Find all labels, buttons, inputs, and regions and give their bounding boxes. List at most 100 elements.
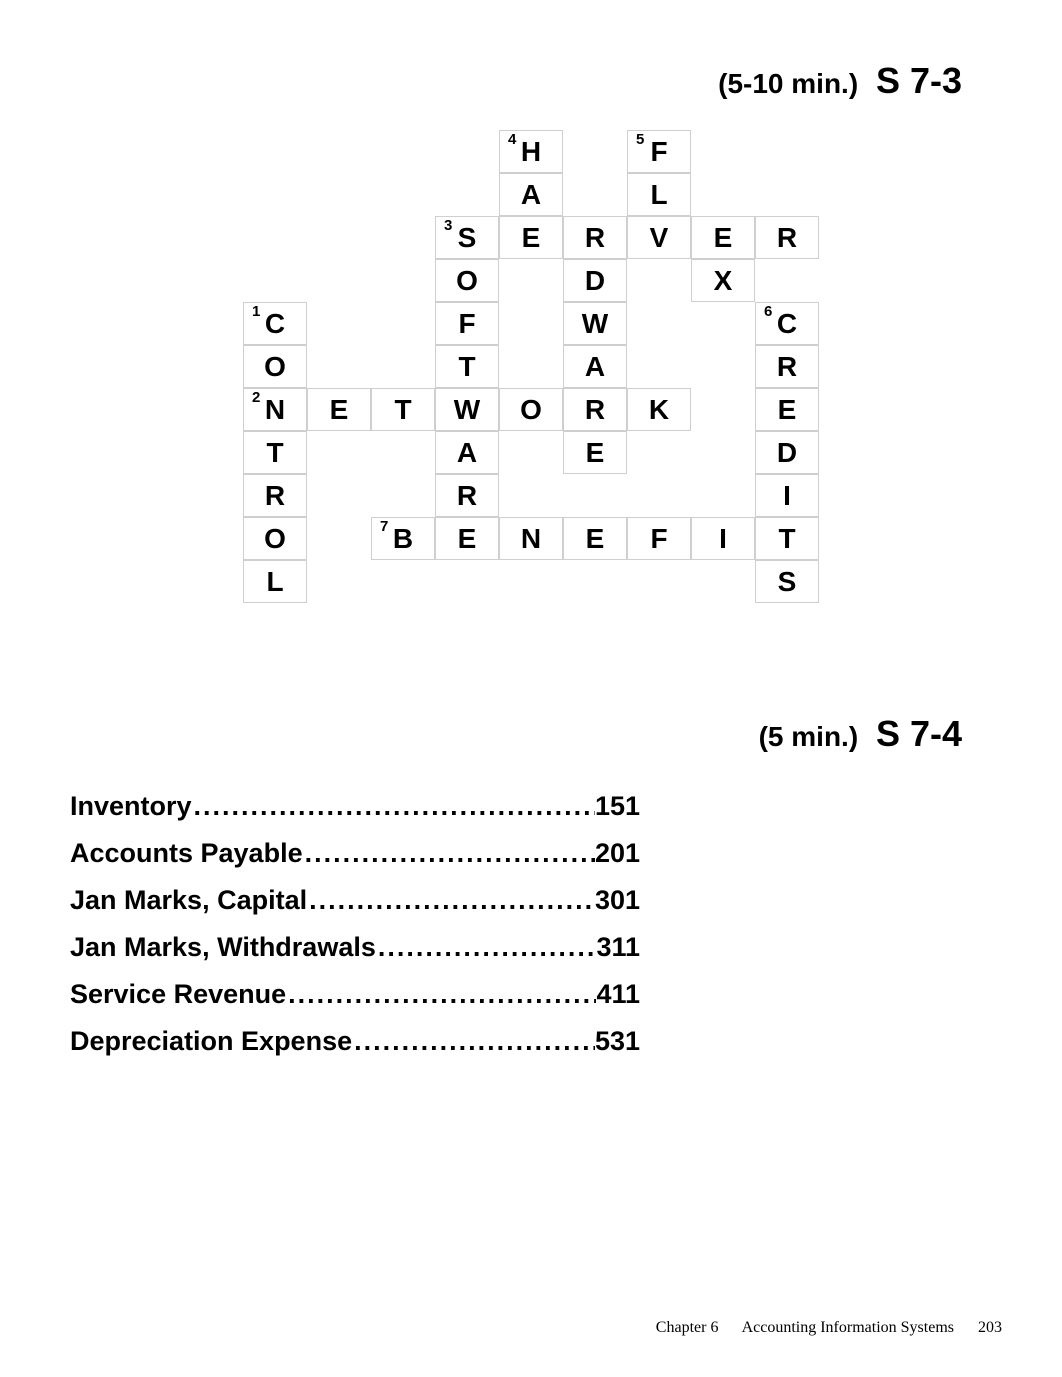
crossword-grid: 4H5FAL3SERVERODX1CFW6COTAR2NETWORKETAEDR… <box>243 130 819 603</box>
crossword-cell-number: 3 <box>444 218 452 233</box>
crossword-cell <box>371 474 435 517</box>
crossword-cell <box>243 216 307 259</box>
crossword-cell-letter: T <box>266 439 283 467</box>
crossword-cell: R <box>435 474 499 517</box>
crossword-cell <box>691 130 755 173</box>
crossword-cell <box>371 345 435 388</box>
crossword-cell-letter: A <box>457 439 477 467</box>
crossword-cell: R <box>755 345 819 388</box>
crossword-cell-letter: S <box>458 224 477 252</box>
list-item-label: Accounts Payable <box>70 830 303 877</box>
crossword-cell: I <box>755 474 819 517</box>
crossword-cell: A <box>563 345 627 388</box>
crossword-cell-letter: O <box>520 396 542 424</box>
crossword-cell: E <box>307 388 371 431</box>
list-item-number: 201 <box>595 830 640 877</box>
crossword-cell-letter: T <box>778 525 795 553</box>
crossword-cell-letter: T <box>394 396 411 424</box>
crossword-cell: 1C <box>243 302 307 345</box>
crossword-cell: W <box>563 302 627 345</box>
account-list: Inventory...............................… <box>60 783 640 1065</box>
crossword-cell: K <box>627 388 691 431</box>
crossword-cell-letter: V <box>650 224 669 252</box>
crossword-cell: V <box>627 216 691 259</box>
crossword-cell: T <box>243 431 307 474</box>
crossword-cell: T <box>755 517 819 560</box>
crossword-cell-letter: E <box>778 396 797 424</box>
crossword-cell-letter: F <box>650 138 667 166</box>
crossword-cell: R <box>563 216 627 259</box>
crossword-cell-letter: E <box>458 525 477 553</box>
list-item-label: Depreciation Expense <box>70 1018 352 1065</box>
crossword-cell: L <box>243 560 307 603</box>
crossword-cell: E <box>755 388 819 431</box>
list-item: Inventory...............................… <box>70 783 640 830</box>
list-item-label: Jan Marks, Capital <box>70 877 307 924</box>
crossword-cell <box>627 345 691 388</box>
crossword-cell <box>499 560 563 603</box>
crossword-cell-number: 5 <box>636 132 644 147</box>
crossword-cell <box>691 560 755 603</box>
section-a-time-note: (5-10 min.) <box>718 68 858 99</box>
crossword-cell-letter: L <box>650 181 667 209</box>
crossword-cell-letter: H <box>521 138 541 166</box>
crossword-cell: S <box>755 560 819 603</box>
crossword-cell: E <box>499 216 563 259</box>
crossword-cell-number: 2 <box>252 390 260 405</box>
crossword-cell-letter: I <box>719 525 727 553</box>
crossword-cell-letter: E <box>586 439 605 467</box>
crossword-cell: E <box>435 517 499 560</box>
crossword-cell-letter: C <box>777 310 797 338</box>
crossword-cell-letter: D <box>585 267 605 295</box>
crossword-cell-number: 7 <box>380 519 388 534</box>
list-item-leader: ........................................… <box>376 924 597 971</box>
list-item-number: 301 <box>595 877 640 924</box>
crossword-cell-letter: E <box>522 224 541 252</box>
crossword-cell: 7B <box>371 517 435 560</box>
crossword-cell-letter: B <box>393 525 413 553</box>
crossword-cell <box>307 345 371 388</box>
crossword-cell-number: 1 <box>252 304 260 319</box>
crossword-cell: F <box>435 302 499 345</box>
crossword-cell-letter: A <box>585 353 605 381</box>
crossword-cell <box>627 560 691 603</box>
crossword-cell <box>371 259 435 302</box>
crossword-cell <box>371 216 435 259</box>
crossword-cell: E <box>563 431 627 474</box>
crossword-cell-letter: O <box>264 353 286 381</box>
crossword-cell-letter: K <box>649 396 669 424</box>
crossword-cell-letter: F <box>650 525 667 553</box>
crossword-cell <box>307 216 371 259</box>
crossword-cell <box>563 474 627 517</box>
list-item-label: Inventory <box>70 783 192 830</box>
crossword-cell <box>627 259 691 302</box>
list-item: Depreciation Expense....................… <box>70 1018 640 1065</box>
crossword-cell <box>307 517 371 560</box>
list-item: Accounts Payable........................… <box>70 830 640 877</box>
crossword-cell: 2N <box>243 388 307 431</box>
crossword-cell-letter: C <box>265 310 285 338</box>
crossword-cell <box>307 173 371 216</box>
crossword-cell <box>691 388 755 431</box>
crossword-cell: E <box>691 216 755 259</box>
crossword-cell <box>755 130 819 173</box>
crossword-cell <box>499 345 563 388</box>
crossword-cell-letter: O <box>264 525 286 553</box>
crossword-cell-letter: R <box>457 482 477 510</box>
crossword-cell-letter: S <box>778 568 797 596</box>
crossword-cell-letter: L <box>266 568 283 596</box>
crossword-cell <box>307 130 371 173</box>
crossword-cell: R <box>755 216 819 259</box>
crossword-cell <box>371 431 435 474</box>
crossword-cell <box>691 431 755 474</box>
crossword-cell-letter: E <box>330 396 349 424</box>
crossword-cell: 6C <box>755 302 819 345</box>
crossword-cell <box>691 345 755 388</box>
crossword-cell: 5F <box>627 130 691 173</box>
crossword-cell-letter: R <box>585 396 605 424</box>
crossword-cell-letter: X <box>714 267 733 295</box>
crossword-cell: R <box>243 474 307 517</box>
crossword-cell <box>499 259 563 302</box>
page-footer: Chapter 6 Accounting Information Systems… <box>656 1319 1002 1337</box>
crossword-cell-letter: I <box>783 482 791 510</box>
